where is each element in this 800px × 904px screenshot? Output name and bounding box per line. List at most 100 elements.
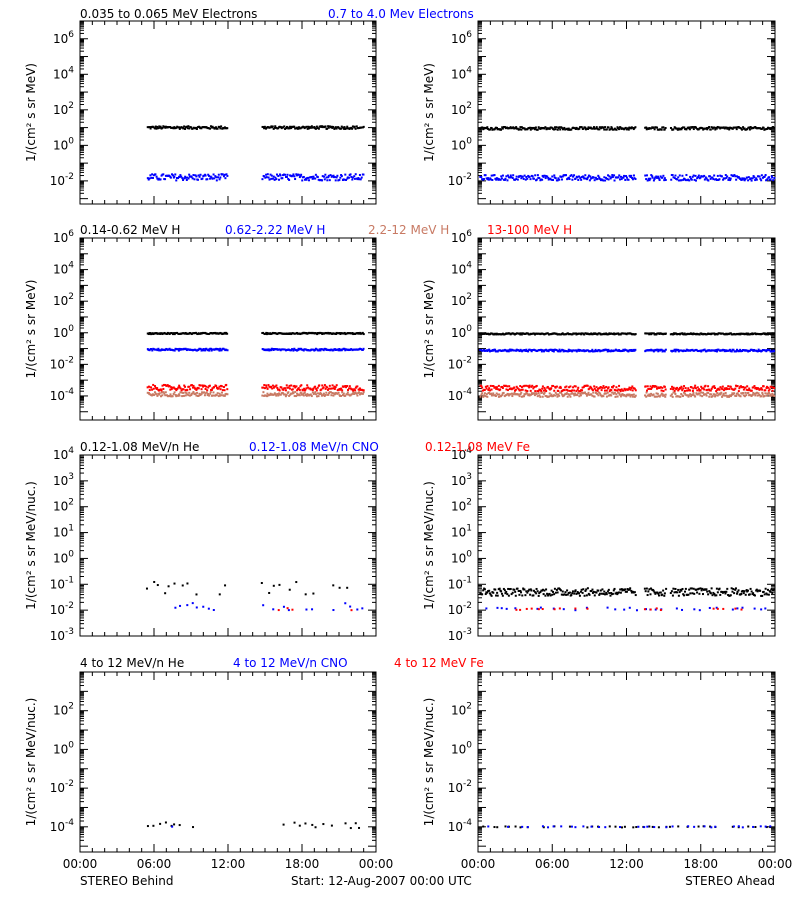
panel-frame	[478, 238, 775, 420]
data-point	[730, 178, 732, 180]
data-point	[287, 174, 289, 176]
data-point	[346, 385, 348, 387]
data-point	[192, 602, 194, 604]
data-point	[689, 393, 691, 395]
data-point	[332, 126, 334, 128]
data-point	[504, 178, 506, 180]
data-point	[579, 595, 581, 597]
data-point	[679, 396, 681, 398]
y-axis-label: 1/(cm² s sr MeV/nuc.)	[24, 481, 38, 610]
data-point	[205, 386, 207, 388]
data-point	[719, 594, 721, 596]
data-point	[723, 389, 725, 391]
y-tick-label: 104	[53, 65, 74, 81]
data-point	[660, 390, 662, 392]
data-point	[691, 179, 693, 181]
y-tick-label: 101	[451, 524, 472, 540]
y-tick-label: 104	[53, 446, 74, 462]
data-point	[699, 587, 701, 589]
data-point	[216, 394, 218, 396]
data-point	[334, 176, 336, 178]
data-point	[538, 595, 540, 597]
data-point	[766, 395, 768, 397]
data-point	[585, 588, 587, 590]
data-point	[551, 175, 553, 177]
data-point	[753, 385, 755, 387]
data-point	[747, 179, 749, 181]
data-point	[213, 173, 215, 175]
data-point	[560, 589, 562, 591]
data-point	[646, 392, 648, 394]
data-point	[215, 385, 217, 387]
data-point	[198, 387, 200, 389]
data-point	[647, 180, 649, 182]
data-point	[670, 388, 672, 390]
data-point	[661, 177, 663, 179]
data-point	[746, 177, 748, 179]
data-point	[520, 175, 522, 177]
data-point	[161, 389, 163, 391]
data-point	[751, 180, 753, 182]
data-point	[614, 608, 616, 610]
data-point	[530, 589, 532, 591]
data-point	[220, 388, 222, 390]
y-axis-label: 1/(cm² s sr MeV)	[24, 280, 38, 379]
data-point	[617, 396, 619, 398]
data-point	[340, 128, 342, 130]
data-point	[629, 607, 631, 609]
data-point	[730, 594, 732, 596]
data-point	[647, 385, 649, 387]
data-point	[608, 386, 610, 388]
data-point	[157, 584, 159, 586]
data-point	[323, 176, 325, 178]
data-point	[484, 389, 486, 391]
data-point	[699, 392, 701, 394]
data-point	[594, 594, 596, 596]
data-point	[552, 591, 554, 593]
data-point	[567, 390, 569, 392]
data-point	[575, 589, 577, 591]
data-point	[515, 595, 517, 597]
data-point	[710, 390, 712, 392]
data-point	[618, 174, 620, 176]
data-point	[753, 176, 755, 178]
data-point	[564, 389, 566, 391]
data-point	[160, 178, 162, 180]
data-point	[524, 594, 526, 596]
data-point	[524, 385, 526, 387]
data-point	[689, 176, 691, 178]
data-point	[701, 395, 703, 397]
data-point	[165, 391, 167, 393]
data-point	[482, 589, 484, 591]
data-point	[500, 590, 502, 592]
data-point	[764, 389, 766, 391]
data-point	[558, 395, 560, 397]
data-point	[555, 128, 557, 130]
data-point	[501, 593, 503, 595]
data-point	[698, 593, 700, 595]
data-point	[332, 609, 334, 611]
data-point	[182, 392, 184, 394]
data-point	[685, 387, 687, 389]
data-point	[602, 385, 604, 387]
data-point	[186, 179, 188, 181]
data-point	[565, 386, 567, 388]
data-point	[593, 385, 595, 387]
data-point	[733, 392, 735, 394]
data-point	[744, 392, 746, 394]
data-point	[499, 588, 501, 590]
data-point	[720, 392, 722, 394]
data-point	[644, 175, 646, 177]
data-point	[537, 174, 539, 176]
data-point	[606, 390, 608, 392]
data-point	[714, 387, 716, 389]
data-point	[497, 595, 499, 597]
data-point	[192, 391, 194, 393]
y-axis-label: 1/(cm² s sr MeV)	[422, 280, 436, 379]
data-point	[707, 385, 709, 387]
data-point	[321, 384, 323, 386]
data-point	[553, 593, 555, 595]
data-point	[700, 389, 702, 391]
data-point	[280, 174, 282, 176]
data-point	[647, 590, 649, 592]
